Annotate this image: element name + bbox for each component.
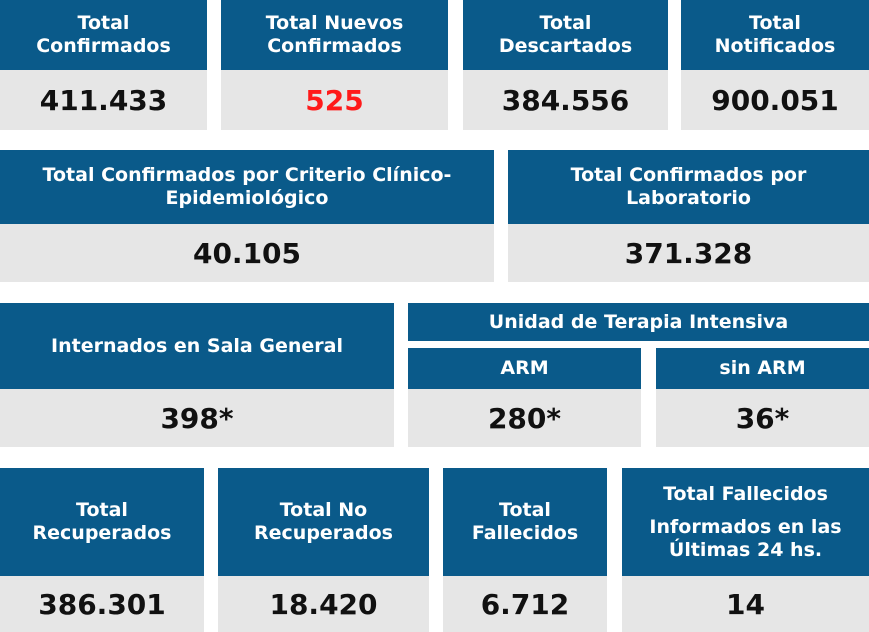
fallecidos-24hs-header: Total Fallecidos Informados en las Últim… [622, 468, 869, 576]
confirmados-laboratorio-value: 371.328 [508, 224, 869, 282]
confirmados-criterio-clinico-value: 40.105 [0, 224, 494, 282]
total-descartados-header: Total Descartados [463, 0, 668, 70]
total-fallecidos-header: Total Fallecidos [443, 468, 607, 576]
total-recuperados-header: Total Recuperados [0, 468, 204, 576]
sala-general-header: Internados en Sala General [0, 303, 394, 389]
total-no-recuperados-value: 18.420 [218, 576, 429, 632]
total-confirmados-value: 411.433 [0, 70, 207, 130]
sala-general-value: 398* [0, 389, 394, 447]
total-no-recuperados-header: Total No Recuperados [218, 468, 429, 576]
sin-arm-header: sin ARM [656, 348, 869, 389]
confirmados-laboratorio-header: Total Confirmados por Laboratorio [508, 150, 869, 224]
arm-header: ARM [408, 348, 641, 389]
total-confirmados-header: Total Confirmados [0, 0, 207, 70]
total-notificados-header: Total Notificados [681, 0, 869, 70]
total-nuevos-confirmados-header: Total Nuevos Confirmados [221, 0, 448, 70]
arm-value: 280* [408, 389, 641, 447]
total-nuevos-confirmados-value: 525 [221, 70, 448, 130]
sin-arm-value: 36* [656, 389, 869, 447]
total-recuperados-value: 386.301 [0, 576, 204, 632]
total-descartados-value: 384.556 [463, 70, 668, 130]
total-fallecidos-value: 6.712 [443, 576, 607, 632]
total-notificados-value: 900.051 [681, 70, 869, 130]
confirmados-criterio-clinico-header: Total Confirmados por Criterio Clínico- E… [0, 150, 494, 224]
uti-header: Unidad de Terapia Intensiva [408, 303, 869, 341]
fallecidos-24hs-value: 14 [622, 576, 869, 632]
